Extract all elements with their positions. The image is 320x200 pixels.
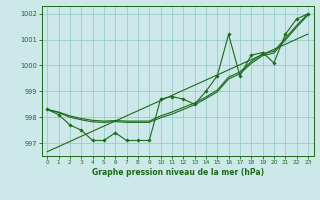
- X-axis label: Graphe pression niveau de la mer (hPa): Graphe pression niveau de la mer (hPa): [92, 168, 264, 177]
